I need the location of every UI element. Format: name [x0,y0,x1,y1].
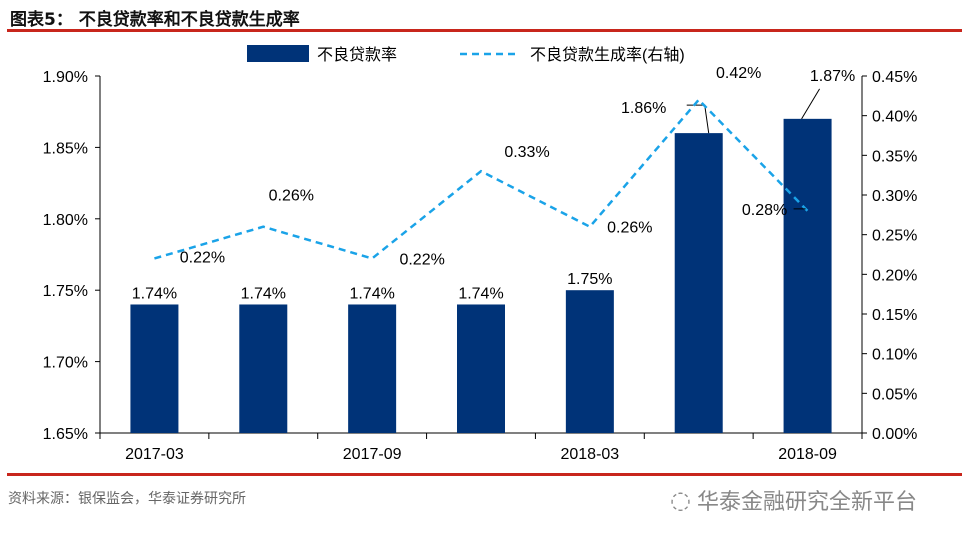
left-tick-label: 1.65% [43,426,88,443]
bar [348,304,397,433]
right-tick-label: 0.35% [872,148,917,165]
bar [674,133,723,433]
right-tick-label: 0.45% [872,69,917,86]
bar [783,118,832,433]
bar-label: 1.87% [810,68,855,85]
left-tick-label: 1.70% [43,355,88,372]
brand-watermark: ◌ 华泰金融研究全新平台 [670,484,917,516]
chart-title: 图表5： 不良贷款率和不良贷款生成率 [10,10,300,30]
right-tick-label: 0.15% [872,307,917,324]
bar-label: 1.74% [349,285,394,302]
left-tick-label: 1.90% [43,69,88,86]
bar [565,290,614,433]
bar-label: 1.75% [567,271,612,288]
legend-label-bar: 不良贷款率 [317,46,397,64]
line-label: 0.22% [180,249,225,266]
right-tick-label: 0.05% [872,386,917,403]
line-label: 0.26% [607,220,652,237]
bar [239,304,288,433]
brand-text: 华泰金融研究全新平台 [696,490,917,515]
legend: 不良贷款率 不良贷款生成率(右轴) [247,45,685,64]
line-label: 0.22% [399,251,444,268]
legend-swatch-bar [247,45,309,62]
footer-divider [7,473,962,476]
bar-label: 1.74% [241,285,286,302]
x-tick-label: 2018-09 [778,446,837,463]
line-label: 0.28% [742,202,787,219]
x-tick-label: 2017-03 [125,446,184,463]
leader-line [801,88,821,120]
right-tick-label: 0.40% [872,109,917,126]
line-series [154,97,809,260]
bar-label: 1.74% [458,285,503,302]
left-tick-label: 1.75% [43,283,88,300]
bar [130,304,179,433]
title-divider [7,29,962,32]
line-label: 0.42% [716,65,761,82]
bar [457,304,505,433]
left-tick-label: 1.80% [43,212,88,229]
legend-label-line: 不良贷款生成率(右轴) [530,46,685,64]
x-tick-label: 2018-03 [560,446,619,463]
right-tick-label: 0.30% [872,188,917,205]
bar-label: 1.86% [621,100,666,117]
line-label: 0.33% [504,144,549,161]
right-tick-label: 0.25% [872,228,917,245]
right-tick-label: 0.10% [872,347,917,364]
bar-label: 1.74% [132,285,177,302]
line-label: 0.26% [269,188,314,205]
source-note: 资料来源：银保监会，华泰证券研究所 [8,491,246,507]
x-tick-label: 2017-09 [343,446,402,463]
wechat-icon: ◌ [670,486,691,514]
right-tick-label: 0.20% [872,267,917,284]
left-tick-label: 1.85% [43,140,88,157]
right-tick-label: 0.00% [872,426,917,443]
